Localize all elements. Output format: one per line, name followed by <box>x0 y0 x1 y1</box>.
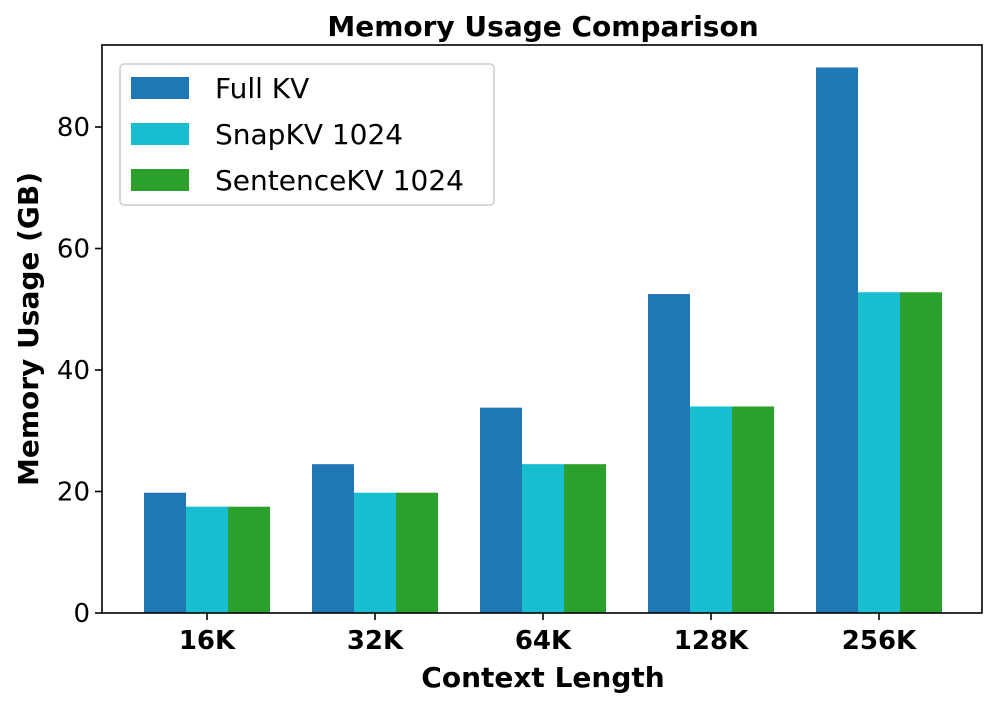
plot-frame <box>101 44 983 614</box>
bar-snapkv-1024-32k <box>354 492 396 613</box>
legend-swatch-snapkv-1024 <box>131 123 189 145</box>
bar-snapkv-1024-128k <box>690 406 732 613</box>
y-tick-label: 60 <box>57 235 90 265</box>
legend-frame <box>119 63 495 206</box>
x-tick-label: 128K <box>674 626 749 656</box>
bars-group <box>144 67 942 614</box>
legend-label-sentencekv-1024: SentenceKV 1024 <box>215 164 464 197</box>
legend: Full KV SnapKV 1024 SentenceKV 1024 <box>119 63 495 206</box>
legend-swatch-full-kv <box>131 77 189 99</box>
y-axis-label: Memory Usage (GB) <box>12 172 45 486</box>
bar-sentencekv-1024-32k <box>396 492 438 613</box>
bar-snapkv-1024-16k <box>186 506 228 613</box>
bar-full-kv-64k <box>480 407 522 613</box>
y-tick-label: 0 <box>73 599 90 629</box>
x-axis-ticks: 16K 32K 64K 128K 256K <box>179 613 917 656</box>
x-tick-label: 256K <box>842 626 917 656</box>
legend-swatch-sentencekv-1024 <box>131 169 189 191</box>
bar-sentencekv-1024-16k <box>228 506 270 613</box>
bar-snapkv-1024-64k <box>522 464 564 613</box>
legend-label-full-kv: Full KV <box>215 72 309 105</box>
y-axis-ticks: 0 20 40 60 80 <box>57 113 102 629</box>
bar-sentencekv-1024-64k <box>564 464 606 613</box>
chart-title: Memory Usage Comparison <box>327 10 758 43</box>
bar-sentencekv-1024-128k <box>732 406 774 613</box>
y-tick-label: 40 <box>57 356 90 386</box>
bar-full-kv-32k <box>312 464 354 613</box>
bar-snapkv-1024-256k <box>858 292 900 613</box>
bar-full-kv-128k <box>648 294 690 613</box>
bar-full-kv-16k <box>144 492 186 613</box>
bar-sentencekv-1024-256k <box>900 292 942 613</box>
x-tick-label: 16K <box>179 626 236 656</box>
bar-full-kv-256k <box>816 67 858 614</box>
legend-label-snapkv-1024: SnapKV 1024 <box>215 118 403 151</box>
y-tick-label: 20 <box>57 478 90 508</box>
x-tick-label: 32K <box>347 626 404 656</box>
y-tick-label: 80 <box>57 113 90 143</box>
x-axis-label: Context Length <box>421 661 664 694</box>
x-tick-label: 64K <box>515 626 572 656</box>
